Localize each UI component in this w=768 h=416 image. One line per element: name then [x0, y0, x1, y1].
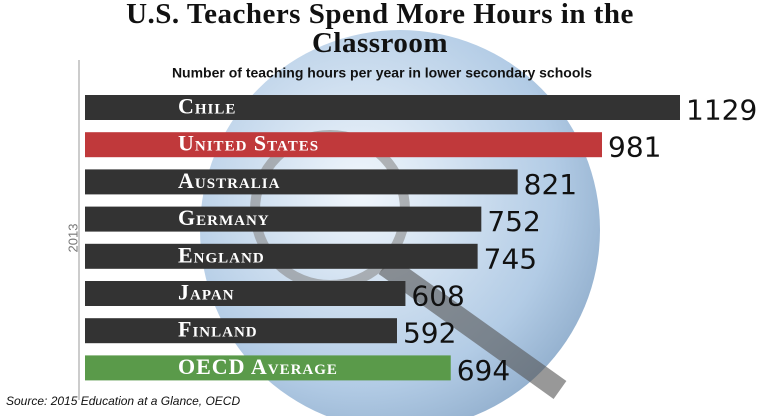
value-label: 592	[403, 317, 456, 350]
source: Source: 2015 Education at a Glance, OECD	[6, 394, 240, 408]
bar	[85, 318, 397, 344]
bar	[85, 95, 680, 120]
category-label: OECD Average	[178, 354, 338, 379]
subtitle: Number of teaching hours per year in low…	[172, 65, 592, 81]
bar	[85, 281, 406, 306]
value-label: 608	[411, 280, 464, 313]
category-label: Finland	[178, 317, 258, 342]
value-label: 981	[608, 131, 661, 164]
category-label: Australia	[178, 168, 280, 193]
bar	[85, 243, 478, 269]
chart-title: U.S. Teachers Spend More Hours in the Cl…	[126, 0, 634, 59]
bar	[85, 132, 603, 158]
magnifier-handle	[378, 256, 567, 399]
value-label: 1129	[686, 94, 757, 127]
value-label: 745	[484, 242, 537, 275]
category-label: United States	[178, 131, 319, 156]
category-label: Japan	[178, 280, 235, 305]
value-label: 821	[524, 168, 577, 201]
category-label: Chile	[178, 94, 236, 119]
bar	[85, 355, 451, 381]
value-label: 694	[457, 354, 510, 387]
bar	[85, 206, 482, 232]
category-label: England	[178, 242, 265, 267]
bar	[85, 169, 518, 195]
y-axis-label: 2013	[65, 224, 80, 253]
category-label: Germany	[178, 205, 270, 230]
value-label: 752	[487, 205, 540, 238]
